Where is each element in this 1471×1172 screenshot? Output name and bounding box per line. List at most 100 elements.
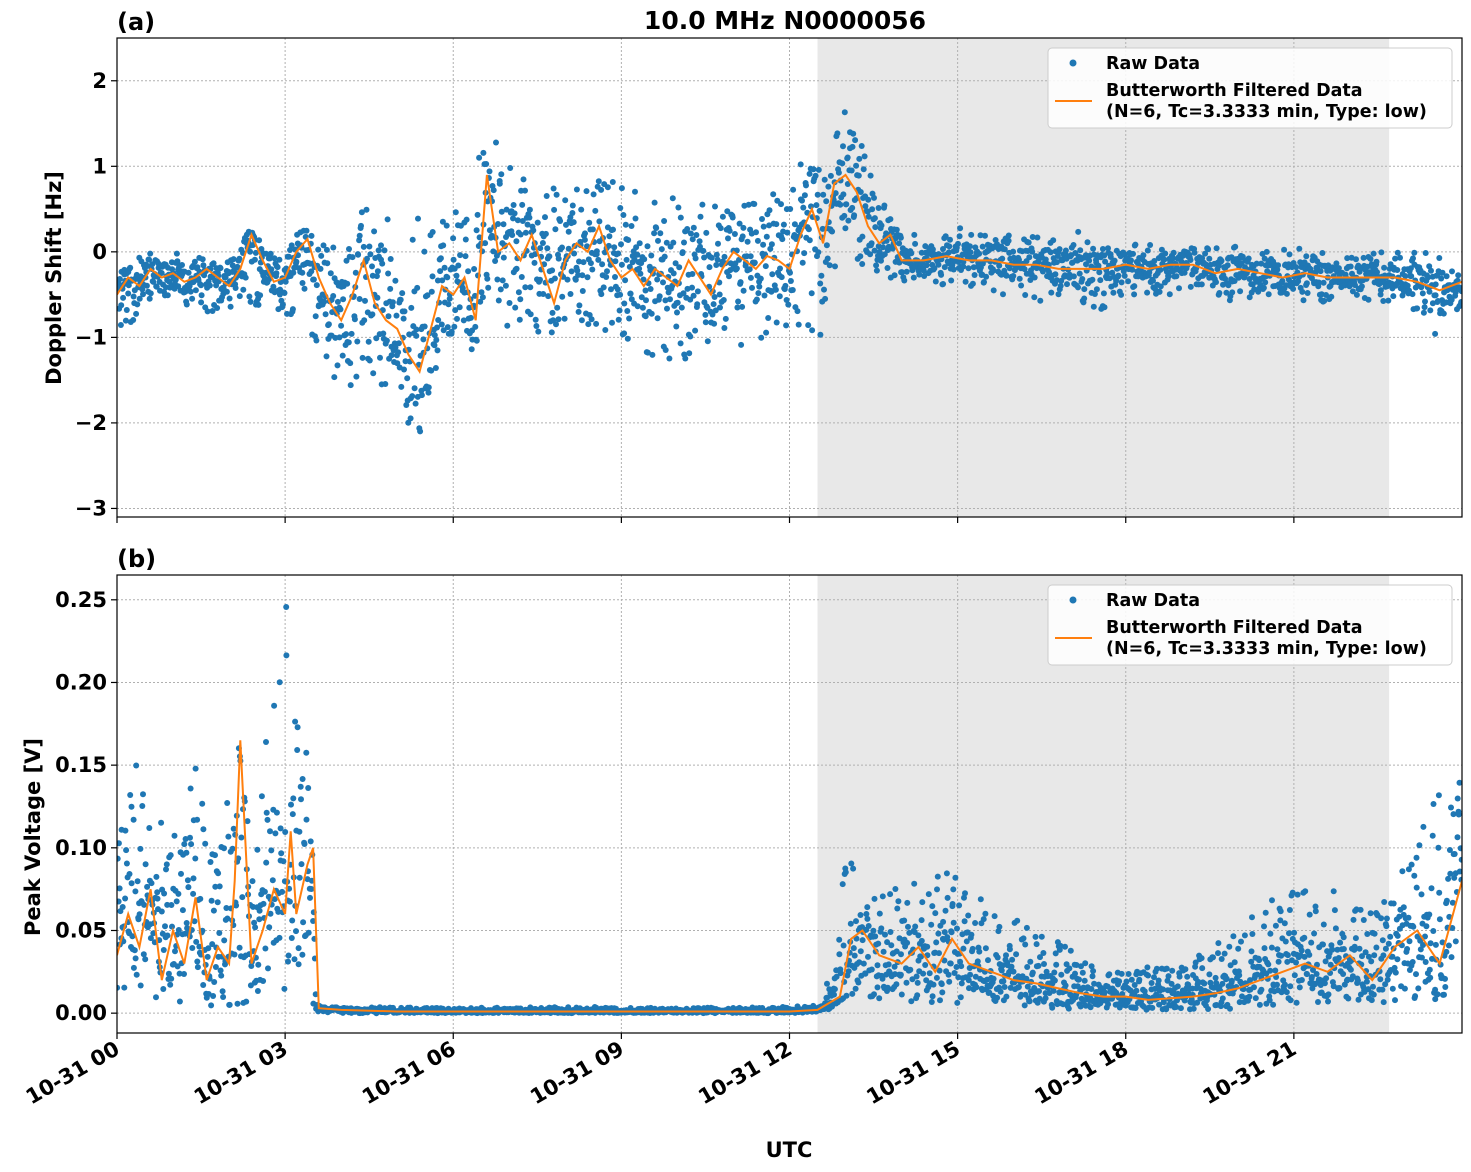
raw-data-point (392, 277, 399, 284)
raw-data-point (1450, 811, 1457, 818)
raw-data-point (687, 296, 694, 303)
raw-data-point (1148, 980, 1155, 986)
raw-data-point (1015, 973, 1022, 980)
raw-data-point (588, 316, 595, 323)
raw-data-point (801, 250, 808, 257)
raw-data-point (1032, 933, 1039, 940)
raw-data-point (1075, 284, 1081, 291)
raw-data-point (432, 365, 439, 371)
raw-data-point (1125, 278, 1132, 285)
raw-data-point (956, 233, 963, 240)
raw-data-point (1118, 970, 1125, 977)
raw-data-point (1144, 289, 1151, 296)
raw-data-point (609, 319, 615, 326)
raw-data-point (1408, 273, 1415, 280)
raw-data-point (1378, 915, 1385, 922)
raw-data-point (1010, 248, 1017, 255)
raw-data-point (853, 918, 859, 925)
raw-data-point (553, 321, 559, 328)
raw-data-point (693, 232, 700, 238)
raw-data-point (1283, 989, 1290, 996)
raw-data-point (565, 245, 572, 252)
raw-data-point (1060, 1001, 1067, 1008)
raw-data-point (898, 951, 904, 958)
raw-data-point (721, 253, 728, 260)
raw-data-point (990, 267, 997, 274)
raw-data-point (1010, 968, 1017, 975)
raw-data-point (295, 945, 302, 952)
raw-data-point (567, 291, 574, 297)
raw-data-point (1272, 967, 1279, 974)
raw-data-point (1306, 951, 1313, 958)
raw-data-point (163, 866, 169, 873)
raw-data-point (968, 231, 975, 238)
raw-data-point (1000, 291, 1006, 298)
raw-data-point (766, 222, 773, 229)
raw-data-point (829, 228, 836, 235)
raw-data-point (700, 247, 707, 254)
raw-data-point (1418, 891, 1425, 898)
raw-data-point (1001, 984, 1008, 990)
raw-data-point (1436, 255, 1443, 261)
raw-data-point (291, 956, 298, 963)
raw-data-point (267, 255, 273, 262)
panel-a-y-axis-label: Doppler Shift [Hz] (42, 171, 66, 385)
raw-data-point (258, 793, 265, 800)
raw-data-point (1320, 941, 1326, 948)
raw-data-point (277, 825, 284, 832)
raw-data-point (1023, 975, 1030, 982)
raw-data-point (361, 317, 368, 324)
raw-data-point (642, 313, 649, 320)
raw-data-point (388, 352, 395, 359)
raw-data-point (131, 947, 138, 954)
raw-data-point (490, 248, 497, 255)
raw-data-point (383, 337, 390, 344)
raw-data-point (126, 871, 133, 877)
raw-data-point (1432, 292, 1439, 299)
raw-data-point (965, 977, 972, 984)
raw-data-point (375, 247, 382, 254)
raw-data-point (1249, 914, 1255, 921)
raw-data-point (308, 268, 315, 275)
raw-data-point (318, 252, 325, 259)
raw-data-point (1145, 972, 1152, 979)
raw-data-point (463, 216, 470, 223)
raw-data-point (150, 278, 157, 285)
raw-data-point (818, 272, 825, 279)
raw-data-point (874, 962, 881, 969)
raw-data-point (453, 272, 460, 279)
raw-data-point (564, 276, 571, 283)
raw-data-point (369, 263, 375, 270)
raw-data-point (260, 978, 267, 984)
raw-data-point (1309, 985, 1316, 992)
raw-data-point (1371, 930, 1378, 937)
raw-data-point (460, 317, 467, 324)
raw-data-point (973, 984, 980, 991)
raw-data-point (223, 288, 230, 295)
raw-data-point (878, 925, 885, 932)
raw-data-point (1353, 256, 1359, 263)
raw-data-point (132, 955, 139, 962)
raw-data-point (247, 248, 254, 255)
raw-data-point (1443, 948, 1450, 955)
raw-data-point (1279, 277, 1286, 284)
raw-data-point (632, 188, 638, 195)
raw-data-point (298, 796, 304, 803)
raw-data-point (1293, 999, 1300, 1006)
raw-data-point (1241, 932, 1248, 939)
raw-data-point (497, 286, 504, 293)
raw-data-point (1031, 294, 1038, 301)
raw-data-point (673, 323, 680, 330)
panel-b-legend-filtered-label-params: (N=6, Tc=3.3333 min, Type: low) (1106, 639, 1427, 659)
raw-data-point (1101, 304, 1108, 311)
raw-data-point (441, 264, 448, 271)
raw-data-point (806, 237, 813, 244)
raw-data-point (127, 792, 134, 798)
raw-data-point (1176, 973, 1183, 980)
raw-data-point (136, 295, 143, 302)
raw-data-point (404, 375, 411, 382)
raw-data-point (1347, 966, 1354, 973)
raw-data-point (690, 292, 697, 299)
raw-data-point (777, 265, 783, 272)
raw-data-point (1166, 291, 1173, 298)
